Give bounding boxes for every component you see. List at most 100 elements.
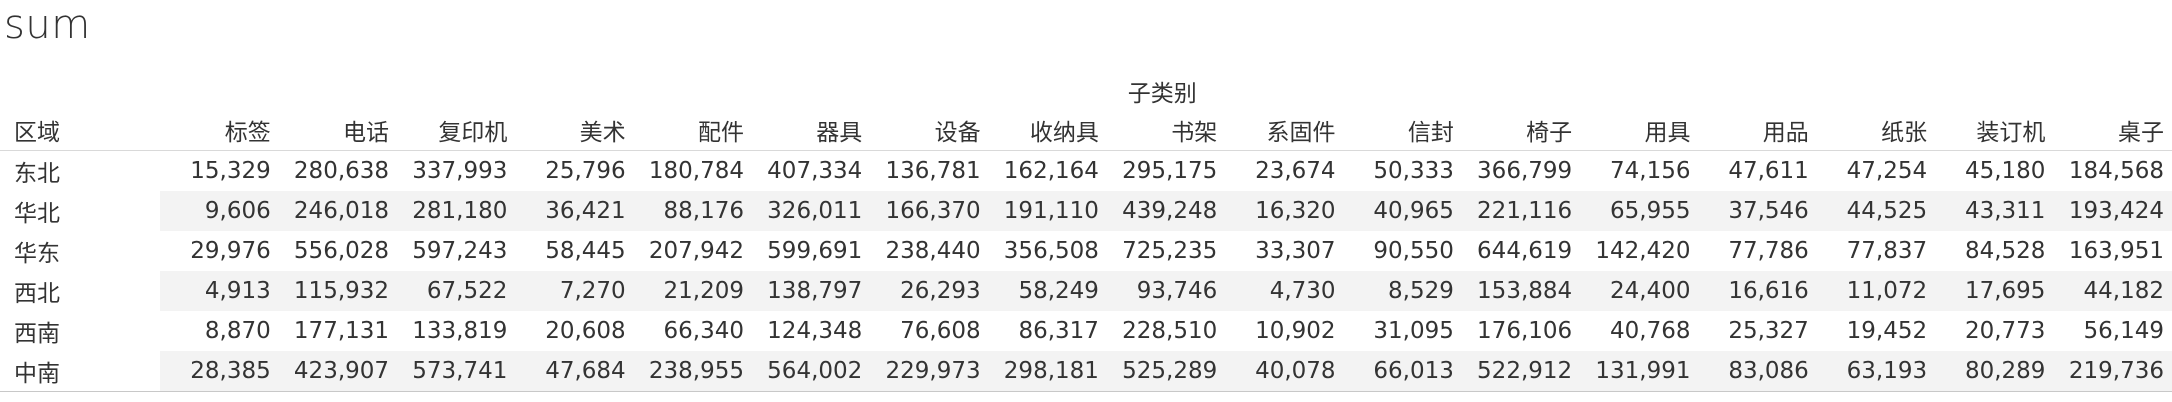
column-header[interactable]: 标签: [160, 110, 279, 151]
value-cell[interactable]: 47,611: [1698, 150, 1817, 191]
value-cell[interactable]: 66,013: [1343, 351, 1462, 392]
value-cell[interactable]: 556,028: [278, 231, 398, 271]
region-cell[interactable]: 西南: [0, 311, 161, 351]
value-cell[interactable]: 31,095: [1343, 311, 1462, 351]
value-cell[interactable]: 522,912: [1461, 351, 1581, 392]
value-cell[interactable]: 25,327: [1698, 311, 1817, 351]
column-header[interactable]: 用具: [1580, 110, 1699, 151]
value-cell[interactable]: 83,086: [1698, 351, 1817, 392]
value-cell[interactable]: 9,606: [160, 191, 279, 231]
value-cell[interactable]: 20,773: [1935, 311, 2054, 351]
column-header[interactable]: 收纳具: [988, 110, 1107, 151]
value-cell[interactable]: 25,796: [515, 150, 634, 191]
value-cell[interactable]: 88,176: [633, 191, 752, 231]
value-cell[interactable]: 58,445: [515, 231, 634, 271]
value-cell[interactable]: 67,522: [397, 271, 516, 311]
value-cell[interactable]: 8,870: [160, 311, 279, 351]
value-cell[interactable]: 23,674: [1225, 150, 1344, 191]
value-cell[interactable]: 142,420: [1580, 231, 1699, 271]
column-header[interactable]: 复印机: [397, 110, 516, 151]
value-cell[interactable]: 44,525: [1816, 191, 1936, 231]
value-cell[interactable]: 93,746: [1106, 271, 1226, 311]
value-cell[interactable]: 90,550: [1343, 231, 1462, 271]
value-cell[interactable]: 76,608: [870, 311, 989, 351]
value-cell[interactable]: 229,973: [870, 351, 989, 392]
column-header[interactable]: 信封: [1343, 110, 1462, 151]
column-header[interactable]: 电话: [278, 110, 398, 151]
value-cell[interactable]: 65,955: [1580, 191, 1699, 231]
value-cell[interactable]: 33,307: [1225, 231, 1344, 271]
value-cell[interactable]: 44,182: [2053, 271, 2172, 311]
value-cell[interactable]: 47,684: [515, 351, 634, 392]
value-cell[interactable]: 207,942: [633, 231, 752, 271]
column-header[interactable]: 纸张: [1816, 110, 1936, 151]
value-cell[interactable]: 21,209: [633, 271, 752, 311]
value-cell[interactable]: 163,951: [2053, 231, 2172, 271]
value-cell[interactable]: 423,907: [278, 351, 398, 392]
value-cell[interactable]: 36,421: [515, 191, 634, 231]
value-cell[interactable]: 525,289: [1106, 351, 1226, 392]
value-cell[interactable]: 37,546: [1698, 191, 1817, 231]
value-cell[interactable]: 40,768: [1580, 311, 1699, 351]
value-cell[interactable]: 280,638: [278, 150, 398, 191]
value-cell[interactable]: 7,270: [515, 271, 634, 311]
value-cell[interactable]: 4,913: [160, 271, 279, 311]
value-cell[interactable]: 77,837: [1816, 231, 1936, 271]
value-cell[interactable]: 166,370: [870, 191, 989, 231]
value-cell[interactable]: 15,329: [160, 150, 279, 191]
value-cell[interactable]: 8,529: [1343, 271, 1462, 311]
value-cell[interactable]: 74,156: [1580, 150, 1699, 191]
value-cell[interactable]: 439,248: [1106, 191, 1226, 231]
value-cell[interactable]: 138,797: [751, 271, 871, 311]
value-cell[interactable]: 86,317: [988, 311, 1107, 351]
value-cell[interactable]: 180,784: [633, 150, 752, 191]
column-header[interactable]: 椅子: [1461, 110, 1581, 151]
column-header[interactable]: 用品: [1698, 110, 1817, 151]
value-cell[interactable]: 356,508: [988, 231, 1107, 271]
value-cell[interactable]: 11,072: [1816, 271, 1936, 311]
value-cell[interactable]: 136,781: [870, 150, 989, 191]
value-cell[interactable]: 599,691: [751, 231, 871, 271]
value-cell[interactable]: 40,965: [1343, 191, 1462, 231]
value-cell[interactable]: 281,180: [397, 191, 516, 231]
value-cell[interactable]: 16,616: [1698, 271, 1817, 311]
value-cell[interactable]: 115,932: [278, 271, 398, 311]
value-cell[interactable]: 133,819: [397, 311, 516, 351]
value-cell[interactable]: 246,018: [278, 191, 398, 231]
value-cell[interactable]: 131,991: [1580, 351, 1699, 392]
value-cell[interactable]: 40,078: [1225, 351, 1344, 392]
value-cell[interactable]: 4,730: [1225, 271, 1344, 311]
value-cell[interactable]: 58,249: [988, 271, 1107, 311]
column-header[interactable]: 配件: [633, 110, 752, 151]
value-cell[interactable]: 29,976: [160, 231, 279, 271]
column-header[interactable]: 美术: [515, 110, 634, 151]
value-cell[interactable]: 124,348: [751, 311, 871, 351]
value-cell[interactable]: 337,993: [397, 150, 516, 191]
value-cell[interactable]: 366,799: [1461, 150, 1581, 191]
column-header[interactable]: 器具: [751, 110, 871, 151]
value-cell[interactable]: 10,902: [1225, 311, 1344, 351]
value-cell[interactable]: 45,180: [1935, 150, 2054, 191]
value-cell[interactable]: 24,400: [1580, 271, 1699, 311]
column-header[interactable]: 桌子: [2053, 110, 2172, 151]
value-cell[interactable]: 644,619: [1461, 231, 1581, 271]
value-cell[interactable]: 20,608: [515, 311, 634, 351]
value-cell[interactable]: 28,385: [160, 351, 279, 392]
value-cell[interactable]: 176,106: [1461, 311, 1581, 351]
value-cell[interactable]: 177,131: [278, 311, 398, 351]
value-cell[interactable]: 63,193: [1816, 351, 1936, 392]
value-cell[interactable]: 193,424: [2053, 191, 2172, 231]
column-header[interactable]: 装订机: [1935, 110, 2054, 151]
value-cell[interactable]: 77,786: [1698, 231, 1817, 271]
column-header[interactable]: 书架: [1106, 110, 1226, 151]
column-header[interactable]: 设备: [870, 110, 989, 151]
region-row-header[interactable]: 区域: [0, 110, 161, 151]
value-cell[interactable]: 238,440: [870, 231, 989, 271]
value-cell[interactable]: 228,510: [1106, 311, 1226, 351]
value-cell[interactable]: 19,452: [1816, 311, 1936, 351]
region-cell[interactable]: 东北: [0, 150, 161, 191]
value-cell[interactable]: 50,333: [1343, 150, 1462, 191]
value-cell[interactable]: 326,011: [751, 191, 871, 231]
value-cell[interactable]: 725,235: [1106, 231, 1226, 271]
region-cell[interactable]: 华北: [0, 191, 161, 231]
